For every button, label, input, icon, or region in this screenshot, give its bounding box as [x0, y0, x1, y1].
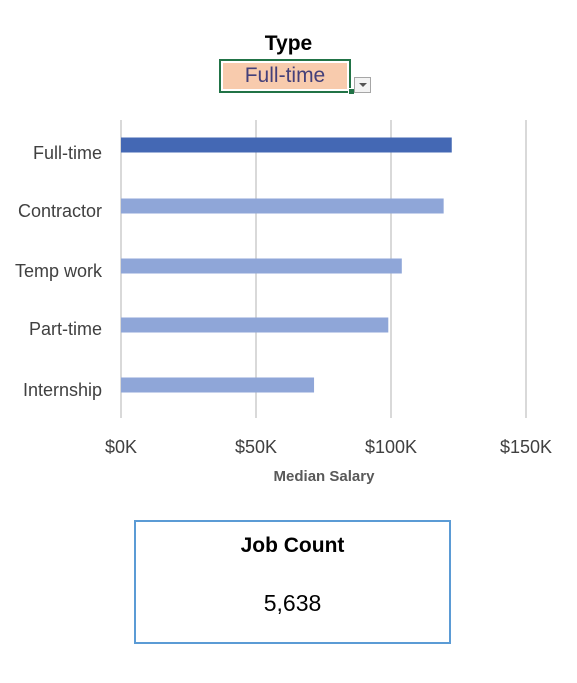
- chevron-down-icon[interactable]: [354, 77, 371, 93]
- bar-internship: [121, 377, 315, 393]
- bar-temp-work: [121, 258, 402, 274]
- category-label: Part-time: [29, 319, 102, 339]
- x-axis-title: Median Salary: [274, 468, 376, 485]
- bar-contractor: [121, 198, 444, 214]
- median-salary-chart: Full-time Contractor Temp work Part-time Int…: [15, 120, 552, 485]
- job-count-card: Job Count 5,638: [134, 520, 451, 644]
- category-label: Temp work: [15, 261, 103, 281]
- chart-category-labels: Full-time Contractor Temp work Part-time Int…: [15, 143, 103, 400]
- x-tick-label: $100K: [365, 437, 417, 457]
- chart-tick-labels: $0K $50K $100K $150K: [105, 437, 552, 457]
- bar-full-time: [121, 137, 452, 153]
- x-tick-label: $150K: [500, 437, 552, 457]
- x-tick-label: $0K: [105, 437, 137, 457]
- kpi-value: 5,638: [263, 590, 322, 616]
- category-label: Contractor: [18, 201, 102, 221]
- bar-part-time: [121, 317, 389, 333]
- x-tick-label: $50K: [235, 437, 277, 457]
- filter-title: Type: [264, 32, 313, 55]
- kpi-title: Job Count: [240, 534, 345, 557]
- type-filter-value[interactable]: Full-time: [223, 63, 347, 89]
- category-label: Full-time: [33, 143, 102, 163]
- category-label: Internship: [23, 380, 102, 400]
- chart-bars: [121, 137, 452, 393]
- type-filter-cell[interactable]: Full-time: [219, 59, 351, 93]
